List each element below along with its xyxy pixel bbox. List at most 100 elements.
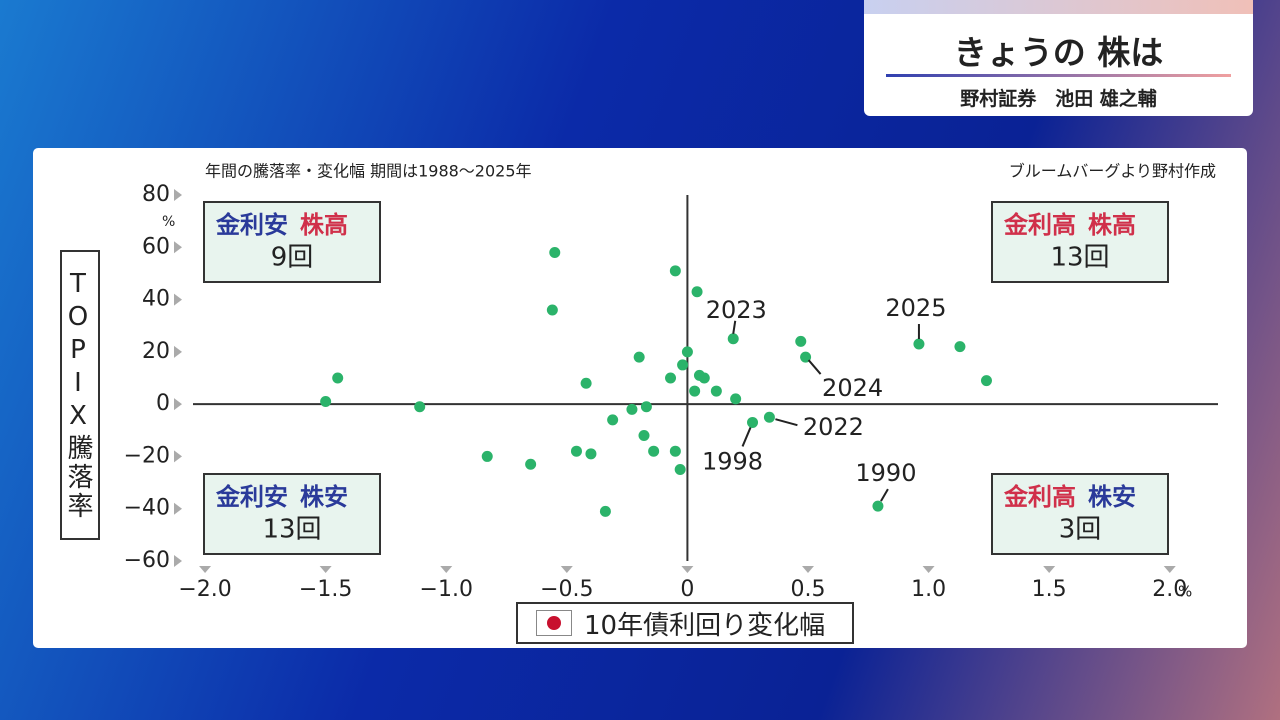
x-tick-mark [922, 566, 935, 573]
x-axis-label-box: 10年債利回り変化幅 [516, 602, 854, 644]
x-tick-mark [199, 566, 212, 573]
x-tick-mark [1043, 566, 1056, 573]
x-tick-label: −0.5 [540, 577, 593, 602]
x-tick-label: 0.5 [791, 577, 826, 602]
data-point [626, 403, 638, 415]
data-point [546, 304, 558, 316]
y-tick-label: 0 [156, 391, 170, 416]
quadrant-stock: 株安 [1088, 483, 1136, 511]
data-point [872, 500, 884, 512]
x-tick-label: 2.0 [1152, 577, 1187, 602]
x-tick-label: 0 [680, 577, 694, 602]
quadrant-rate: 金利安 [215, 211, 288, 239]
y-tick-mark [174, 293, 182, 306]
quadrant-box [203, 473, 381, 555]
data-point [669, 265, 681, 277]
label-leader [880, 488, 889, 502]
x-tick-mark [440, 566, 453, 573]
quadrant-stock: 株安 [300, 483, 348, 511]
data-point [698, 372, 710, 384]
data-point [648, 445, 660, 457]
data-point [640, 401, 652, 413]
y-tick-label: 60 [142, 234, 170, 259]
quadrant-rate: 金利安 [215, 483, 288, 511]
quadrant-box [203, 201, 381, 283]
point-label: 2025 [885, 294, 946, 322]
point-label: 2023 [706, 296, 767, 324]
label-leader [807, 359, 822, 375]
data-point [414, 401, 426, 413]
x-tick-label: 1.0 [911, 577, 946, 602]
x-tick-mark [1163, 566, 1176, 573]
data-point [638, 430, 650, 442]
quadrant-stock: 株高 [300, 211, 348, 239]
header-title: きょうの 株は [953, 33, 1164, 72]
data-point [525, 458, 537, 470]
label-leader [732, 320, 737, 334]
data-point [599, 505, 611, 517]
x-axis-label: 10年債利回り変化幅 [584, 610, 826, 641]
data-point [580, 377, 592, 389]
data-point [730, 393, 742, 405]
y-tick-mark [174, 345, 182, 358]
quadrant-count: 13回 [262, 515, 321, 545]
header-subtitle: 野村証券 池田 雄之輔 [960, 88, 1157, 110]
label-leader [775, 418, 798, 427]
data-point [549, 247, 561, 259]
data-point [570, 445, 582, 457]
data-point [320, 396, 332, 408]
quadrant-count: 3回 [1059, 515, 1102, 545]
y-tick-mark [174, 450, 182, 463]
y-tick-label: 80 [142, 182, 170, 207]
data-point [795, 335, 807, 347]
y-tick-label: −40 [124, 496, 170, 521]
data-point [681, 346, 693, 358]
data-point [980, 375, 992, 387]
y-tick-label: 20 [142, 339, 170, 364]
x-tick-label: −1.5 [299, 577, 352, 602]
point-label: 1990 [855, 459, 916, 487]
chart-subtitle: 年間の騰落率・変化幅 期間は1988〜2025年 [205, 162, 532, 181]
x-tick-mark [560, 566, 573, 573]
data-point [633, 351, 645, 363]
data-point [691, 286, 703, 298]
data-point [481, 450, 493, 462]
quadrant-count: 13回 [1050, 243, 1109, 273]
x-tick-label: 1.5 [1032, 577, 1067, 602]
y-axis-label: TOPIX騰落率 [60, 250, 100, 540]
data-point [674, 464, 686, 475]
data-point [665, 372, 677, 384]
x-tick-mark [319, 566, 332, 573]
y-unit: % [162, 214, 175, 230]
data-point [585, 448, 597, 460]
x-tick-mark [681, 566, 694, 573]
quadrant-count: 9回 [271, 243, 314, 273]
quadrant-rate: 金利高 [1003, 211, 1076, 239]
quadrant-box [991, 201, 1169, 283]
data-point [800, 351, 812, 363]
point-label: 1998 [702, 447, 763, 475]
x-tick-label: −2.0 [178, 577, 231, 602]
point-label: 2024 [822, 374, 883, 402]
label-leader [741, 427, 752, 447]
point-label: 2022 [803, 413, 864, 441]
y-tick-mark [174, 555, 182, 567]
data-point [689, 385, 701, 397]
data-point [727, 333, 739, 345]
data-point [332, 372, 344, 384]
data-point [747, 416, 759, 428]
data-point [677, 359, 689, 371]
quadrant-rate: 金利高 [1003, 483, 1076, 511]
chart-source: ブルームバーグより野村作成 [1009, 162, 1216, 181]
data-point [954, 341, 966, 353]
data-point [710, 385, 722, 397]
quadrant-stock: 株高 [1088, 211, 1136, 239]
x-tick-mark [802, 566, 814, 573]
y-tick-mark [174, 502, 182, 515]
data-point [607, 414, 619, 426]
y-tick-mark [174, 241, 182, 254]
y-tick-label: −60 [124, 548, 170, 573]
y-tick-mark [174, 189, 182, 201]
